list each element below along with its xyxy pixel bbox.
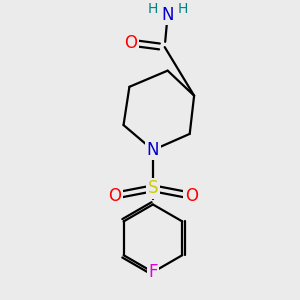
Text: F: F [148,263,158,281]
Text: N: N [147,141,159,159]
Text: H: H [147,2,158,16]
Text: O: O [124,34,137,52]
Text: S: S [148,179,158,197]
Text: O: O [185,187,198,205]
Text: O: O [108,187,121,205]
Text: H: H [178,2,188,16]
Text: N: N [161,6,174,24]
